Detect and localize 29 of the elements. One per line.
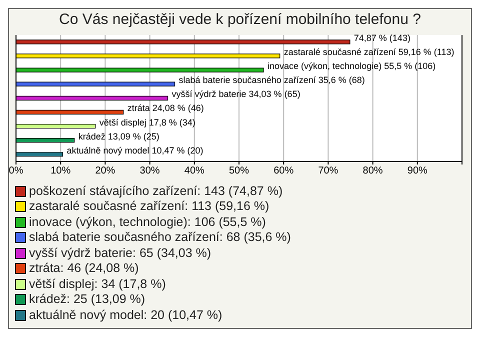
data-label: inovace (výkon, technologie) 55,5 % (106) <box>268 61 436 72</box>
x-tick-label: 0% <box>8 166 24 177</box>
legend-label: krádež: 25 (13,09 %) <box>29 292 146 308</box>
x-tick-label: 90% <box>407 166 428 177</box>
data-label: krádež 13,09 % (25) <box>78 131 160 142</box>
legend-label: ztráta: 46 (24,08 %) <box>29 261 139 276</box>
x-tick-label: 10% <box>50 166 71 177</box>
x-tick-label: 80% <box>362 166 383 177</box>
data-label: vyšší výdrž baterie 34,03 % (65) <box>172 89 300 100</box>
data-label: zastaralé současné zařízení 59,16 % (113) <box>284 46 454 57</box>
legend-label: poškození stávajícího zařízení: 143 (74,87 %) <box>29 184 283 199</box>
data-label: ztráta 24,08 % (46) <box>127 103 204 114</box>
data-label: aktuálně nový model 10,47 % (20) <box>66 145 204 156</box>
data-label: slabá baterie současného zařízení 35,6 % (68) <box>178 75 365 86</box>
legend-label: vyšší výdrž baterie: 65 (34,03 %) <box>29 246 212 261</box>
legend-label: zastaralé současné zařízení: 113 (59,16 %) <box>29 199 270 214</box>
legend-label: inovace (výkon, technologie): 106 (55,5 %) <box>29 214 266 230</box>
chart-title: Co Vás nejčastěji vede k pořízení mobilního telefonu ? <box>58 10 422 30</box>
legend-label: aktuálně nový model: 20 (10,47 %) <box>29 308 222 323</box>
x-tick-label: 30% <box>140 166 160 177</box>
x-tick-label: 50% <box>228 166 250 177</box>
data-label: 74,87 % (143) <box>354 32 410 43</box>
legend-label: větší displej: 34 (17,8 %) <box>29 276 166 292</box>
legend-label: slabá baterie současného zařízení: 68 (35,6 %) <box>29 230 291 246</box>
x-tick-label: 60% <box>274 166 294 177</box>
data-label: větší displej 17,8 % (34) <box>99 117 196 128</box>
x-tick-label: 40% <box>184 166 205 177</box>
x-tick-label: 20% <box>95 166 116 177</box>
x-tick-label: 70% <box>318 166 338 177</box>
